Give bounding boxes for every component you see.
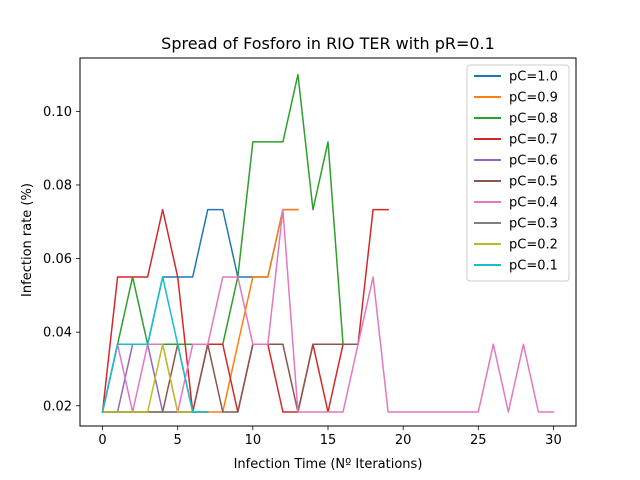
x-tick-label: 25: [470, 433, 487, 448]
x-tick-label: 0: [98, 433, 106, 448]
y-tick-label: 0.06: [43, 252, 72, 267]
plot-lines: [101, 73, 555, 413]
series-line-pC=0.2: [101, 343, 209, 413]
legend-label: pC=0.5: [509, 175, 558, 190]
legend-label: pC=0.8: [509, 112, 558, 127]
x-axis: 0 5 10 15 20 25 30: [98, 426, 562, 448]
x-tick-label: 15: [320, 433, 337, 448]
legend: pC=1.0 pC=0.9 pC=0.8 pC=0.7 pC=0.6 pC=0.5 pC=0…: [466, 64, 570, 282]
legend-label: pC=0.9: [509, 91, 558, 106]
series-line-pC=0.8: [101, 73, 344, 413]
legend-label: pC=0.7: [509, 133, 558, 148]
y-axis-title: Infection rate (%): [20, 183, 35, 297]
legend-label: pC=0.4: [509, 196, 558, 211]
legend-label: pC=0.3: [509, 217, 558, 232]
x-axis-title: Infection Time (Nº Iterations): [234, 457, 423, 472]
series-line-pC=0.1: [101, 276, 209, 413]
series-line-pC=1.0: [101, 208, 299, 413]
x-tick-label: 20: [395, 433, 412, 448]
x-tick-label: 30: [545, 433, 562, 448]
legend-label: pC=0.6: [509, 154, 558, 169]
x-tick-label: 10: [245, 433, 262, 448]
legend-label: pC=1.0: [509, 70, 558, 85]
y-tick-label: 0.02: [43, 399, 72, 414]
chart-title: Spread of Fosforo in RIO TER with pR=0.1: [161, 34, 495, 53]
y-tick-label: 0.08: [43, 178, 72, 193]
x-tick-label: 5: [174, 433, 182, 448]
legend-label: pC=0.2: [509, 238, 558, 253]
y-tick-label: 0.04: [43, 326, 72, 341]
legend-label: pC=0.1: [509, 259, 558, 274]
y-axis: 0.02 0.04 0.06 0.08 0.10: [43, 105, 80, 414]
y-tick-label: 0.10: [43, 105, 72, 120]
